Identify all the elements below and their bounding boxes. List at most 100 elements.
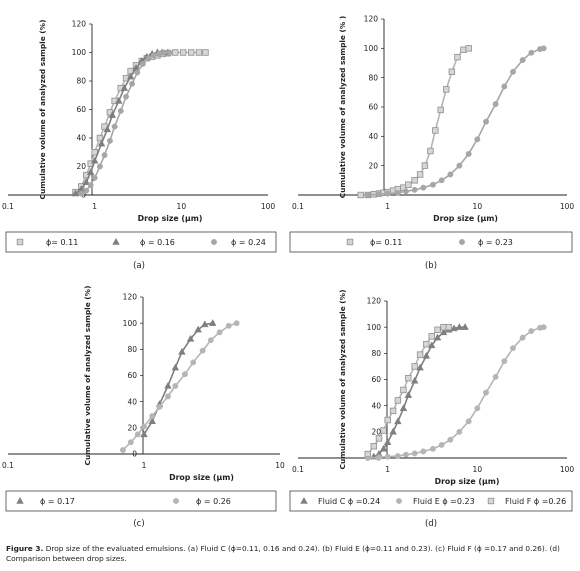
panel-a-data-point: [111, 123, 118, 130]
panel-c-data-point: [171, 363, 180, 371]
panel-b-data-point: [421, 162, 429, 169]
panel-d-data-point: [389, 407, 397, 415]
panel-d-data-point: [445, 323, 452, 331]
panel-b-legend-label: ϕ= 0.11: [370, 238, 402, 247]
panel-d-data-point: [379, 444, 388, 452]
panel-c-data-point: [127, 439, 134, 446]
panel-d-data-point: [423, 340, 430, 348]
panel-b-data-point: [394, 189, 401, 196]
panel-a-data-point: [83, 187, 90, 194]
panel-d-legend-marker: [300, 496, 308, 504]
panel-c-legend-marker: [173, 498, 179, 504]
panel-a-legend-marker: [112, 237, 120, 245]
panel-d-y-tick-label: 20: [371, 427, 381, 436]
panel-c-x-tick-label: 1: [142, 461, 147, 470]
panel-d-data-point: [384, 416, 391, 424]
panel-a-data-point: [179, 49, 187, 56]
panel-a-data-point: [71, 189, 80, 197]
panel-c-data-point: [207, 337, 214, 344]
panel-d-legend-marker: [487, 497, 495, 505]
panel-d-data-point: [394, 453, 401, 459]
panel-c-y-tick-label: 100: [123, 319, 138, 328]
panel-c-y-tick-label: 120: [123, 293, 138, 302]
panel-d-data-point: [474, 405, 481, 412]
panel-d-data-point: [389, 427, 397, 435]
panel-a-data-point: [117, 107, 124, 114]
panel-b-data-point: [447, 171, 454, 178]
panel-a-x-tick-label: 0.1: [2, 202, 14, 211]
panel-d-legend-box: [289, 490, 573, 512]
panel-b-y-tick-label: 80: [368, 73, 378, 82]
panel-b-x-tick-label: 10: [473, 202, 483, 211]
caption-label: Figure 3.: [6, 544, 44, 553]
panel-a-data-point: [91, 174, 98, 181]
panel-d-y-axis-label: Cumulative volume of analyzed sample (%): [338, 290, 347, 470]
panel-a-data-point: [106, 137, 113, 144]
panel-a-data-point: [195, 49, 203, 56]
panel-d-x-tick-label: 1: [385, 465, 390, 474]
panel-b-legend-marker: [346, 238, 354, 246]
panel-d-data-point: [434, 326, 441, 333]
panel-b-data-point: [474, 136, 481, 143]
panel-c-data-point: [164, 381, 172, 389]
panel-a-data-point: [78, 190, 85, 197]
panel-b-data-point: [501, 83, 508, 90]
panel-c-series-line: [122, 322, 237, 451]
panel-a-data-point: [120, 84, 129, 91]
panel-a-data-point: [160, 49, 167, 56]
panel-b-x-tick-label: 1: [385, 202, 390, 211]
panel-b-data-point: [438, 177, 445, 184]
panel-c-legend-label: ϕ = 0.26: [196, 497, 231, 506]
panel-b-data-point: [465, 150, 472, 157]
panel-b-data-point: [460, 46, 467, 53]
panel-d-data-point: [450, 324, 458, 332]
panel-d-data-point: [404, 391, 413, 398]
panel-c-data-point: [140, 430, 148, 438]
panel-c-x-tick-label: 10: [275, 461, 285, 470]
panel-d-data-point: [465, 418, 472, 425]
panel-a-x-tick-label: 10: [177, 202, 187, 211]
panel-a-legend-marker: [16, 238, 24, 246]
panel-a-legend-label: ϕ = 0.24: [231, 238, 266, 247]
panel-b-data-point: [430, 181, 436, 188]
panel-a-data-point: [123, 93, 129, 100]
panel-b-y-tick-label: 60: [368, 103, 378, 112]
panel-a-series: [78, 49, 173, 197]
panel-b-y-tick-label: 100: [364, 44, 379, 53]
panel-b-y-tick-label: 120: [364, 15, 379, 24]
panel-c-data-point: [199, 347, 206, 354]
panel-d-data-point: [416, 363, 424, 371]
panel-b-data-point: [364, 192, 371, 198]
panel-d-y-tick-label: 100: [367, 323, 382, 332]
panel-c-y-axis-label: Cumulative volume of analyzed sample (%): [83, 286, 92, 466]
panel-b-data-point: [420, 184, 427, 191]
panel-d-data-point: [428, 333, 435, 340]
panel-b-data-point: [403, 188, 409, 195]
panel-b-y-tick-label: 40: [368, 132, 378, 141]
panel-a-data-point: [97, 139, 106, 147]
panel-a-data-point: [96, 134, 104, 142]
panel-b-x-axis-label: Drop size (μm): [433, 214, 498, 223]
figure-caption: Figure 3. Drop size of the evaluated emu…: [6, 544, 574, 564]
panel-c-data-point: [186, 334, 195, 342]
panel-d-y-tick-label: 120: [367, 297, 382, 306]
panel-c-data-point: [194, 325, 202, 333]
panel-a-data-point: [166, 49, 173, 56]
panel-d-data-point: [411, 363, 418, 370]
panel-d-data-point: [510, 345, 516, 352]
panel-d-data-point: [405, 374, 412, 382]
panel-b-data-point: [384, 190, 391, 197]
panel-b-data-point: [376, 191, 382, 198]
panel-d-data-point: [492, 373, 499, 380]
panel-a-data-point: [188, 49, 195, 56]
panel-d-data-point: [370, 443, 377, 450]
panel-a-data-point: [172, 49, 179, 56]
panel-a-legend-box: [5, 231, 277, 253]
panel-b-data-point: [427, 147, 434, 155]
panel-c-data-point: [172, 383, 179, 389]
panel-d-data-point: [400, 386, 407, 394]
panel-b-label: (b): [425, 261, 437, 271]
panel-a-y-axis-label: Cumulative volume of analyzed sample (%): [38, 20, 47, 200]
panel-c-series: [140, 319, 217, 438]
panel-a-data-point: [87, 182, 94, 188]
